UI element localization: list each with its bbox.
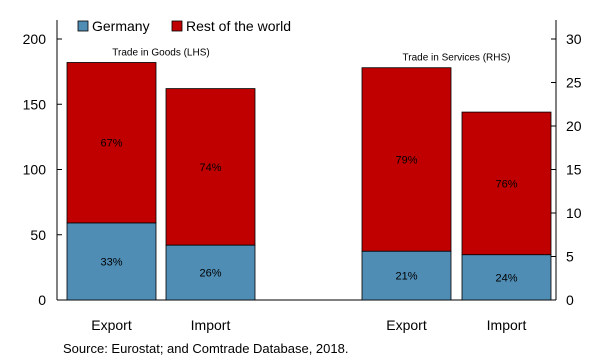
bar-germany bbox=[165, 244, 256, 301]
labels: 67% 33% Export 74% 26% Import Trade in Goods (… bbox=[91, 47, 526, 333]
bar-germany bbox=[461, 254, 552, 301]
right-tick-label: 0 bbox=[566, 292, 574, 308]
bar-germany-pct-label: 24% bbox=[495, 272, 517, 284]
right-tick-label: 20 bbox=[566, 118, 582, 134]
bar-rest-of-world bbox=[461, 111, 552, 256]
bar-germany bbox=[361, 250, 452, 301]
left-tick-label: 200 bbox=[23, 31, 47, 47]
bar-germany bbox=[66, 222, 157, 301]
bars bbox=[66, 62, 552, 301]
left-tick-label: 100 bbox=[23, 162, 47, 178]
bar-rest-pct-label: 79% bbox=[395, 154, 417, 166]
legend: Germany Rest of the world bbox=[77, 18, 291, 34]
right-tick-label: 10 bbox=[566, 205, 582, 221]
category-label: Export bbox=[91, 317, 132, 333]
legend-label: Rest of the world bbox=[186, 18, 291, 34]
group-label: Trade in Services (RHS) bbox=[403, 53, 511, 64]
bar-rest-of-world bbox=[361, 67, 452, 252]
legend-label: Germany bbox=[92, 18, 150, 34]
left-tick-label: 150 bbox=[23, 96, 47, 112]
category-label: Import bbox=[191, 317, 231, 333]
bar-rest-pct-label: 76% bbox=[495, 178, 517, 190]
bar-rest-pct-label: 74% bbox=[199, 162, 221, 174]
left-tick-label: 0 bbox=[38, 292, 46, 308]
category-label: Import bbox=[487, 317, 527, 333]
left-tick-label: 50 bbox=[30, 227, 46, 243]
legend-swatch bbox=[171, 20, 183, 32]
bar-rest-pct-label: 67% bbox=[100, 138, 122, 150]
category-label: Export bbox=[386, 317, 427, 333]
right-tick-label: 25 bbox=[566, 75, 582, 91]
bar-germany-pct-label: 33% bbox=[100, 257, 122, 269]
legend-swatch bbox=[77, 20, 89, 32]
right-axis: 0 5 10 15 20 25 30 bbox=[551, 20, 582, 308]
right-tick-label: 30 bbox=[566, 31, 582, 47]
bar-germany-pct-label: 26% bbox=[199, 268, 221, 280]
source-note: Source: Eurostat; and Comtrade Database,… bbox=[63, 341, 349, 356]
right-tick-label: 5 bbox=[566, 249, 574, 265]
bar-germany-pct-label: 21% bbox=[395, 271, 417, 283]
group-label: Trade in Goods (LHS) bbox=[112, 47, 209, 58]
bar-rest-of-world bbox=[165, 88, 256, 246]
right-tick-label: 15 bbox=[566, 162, 582, 178]
